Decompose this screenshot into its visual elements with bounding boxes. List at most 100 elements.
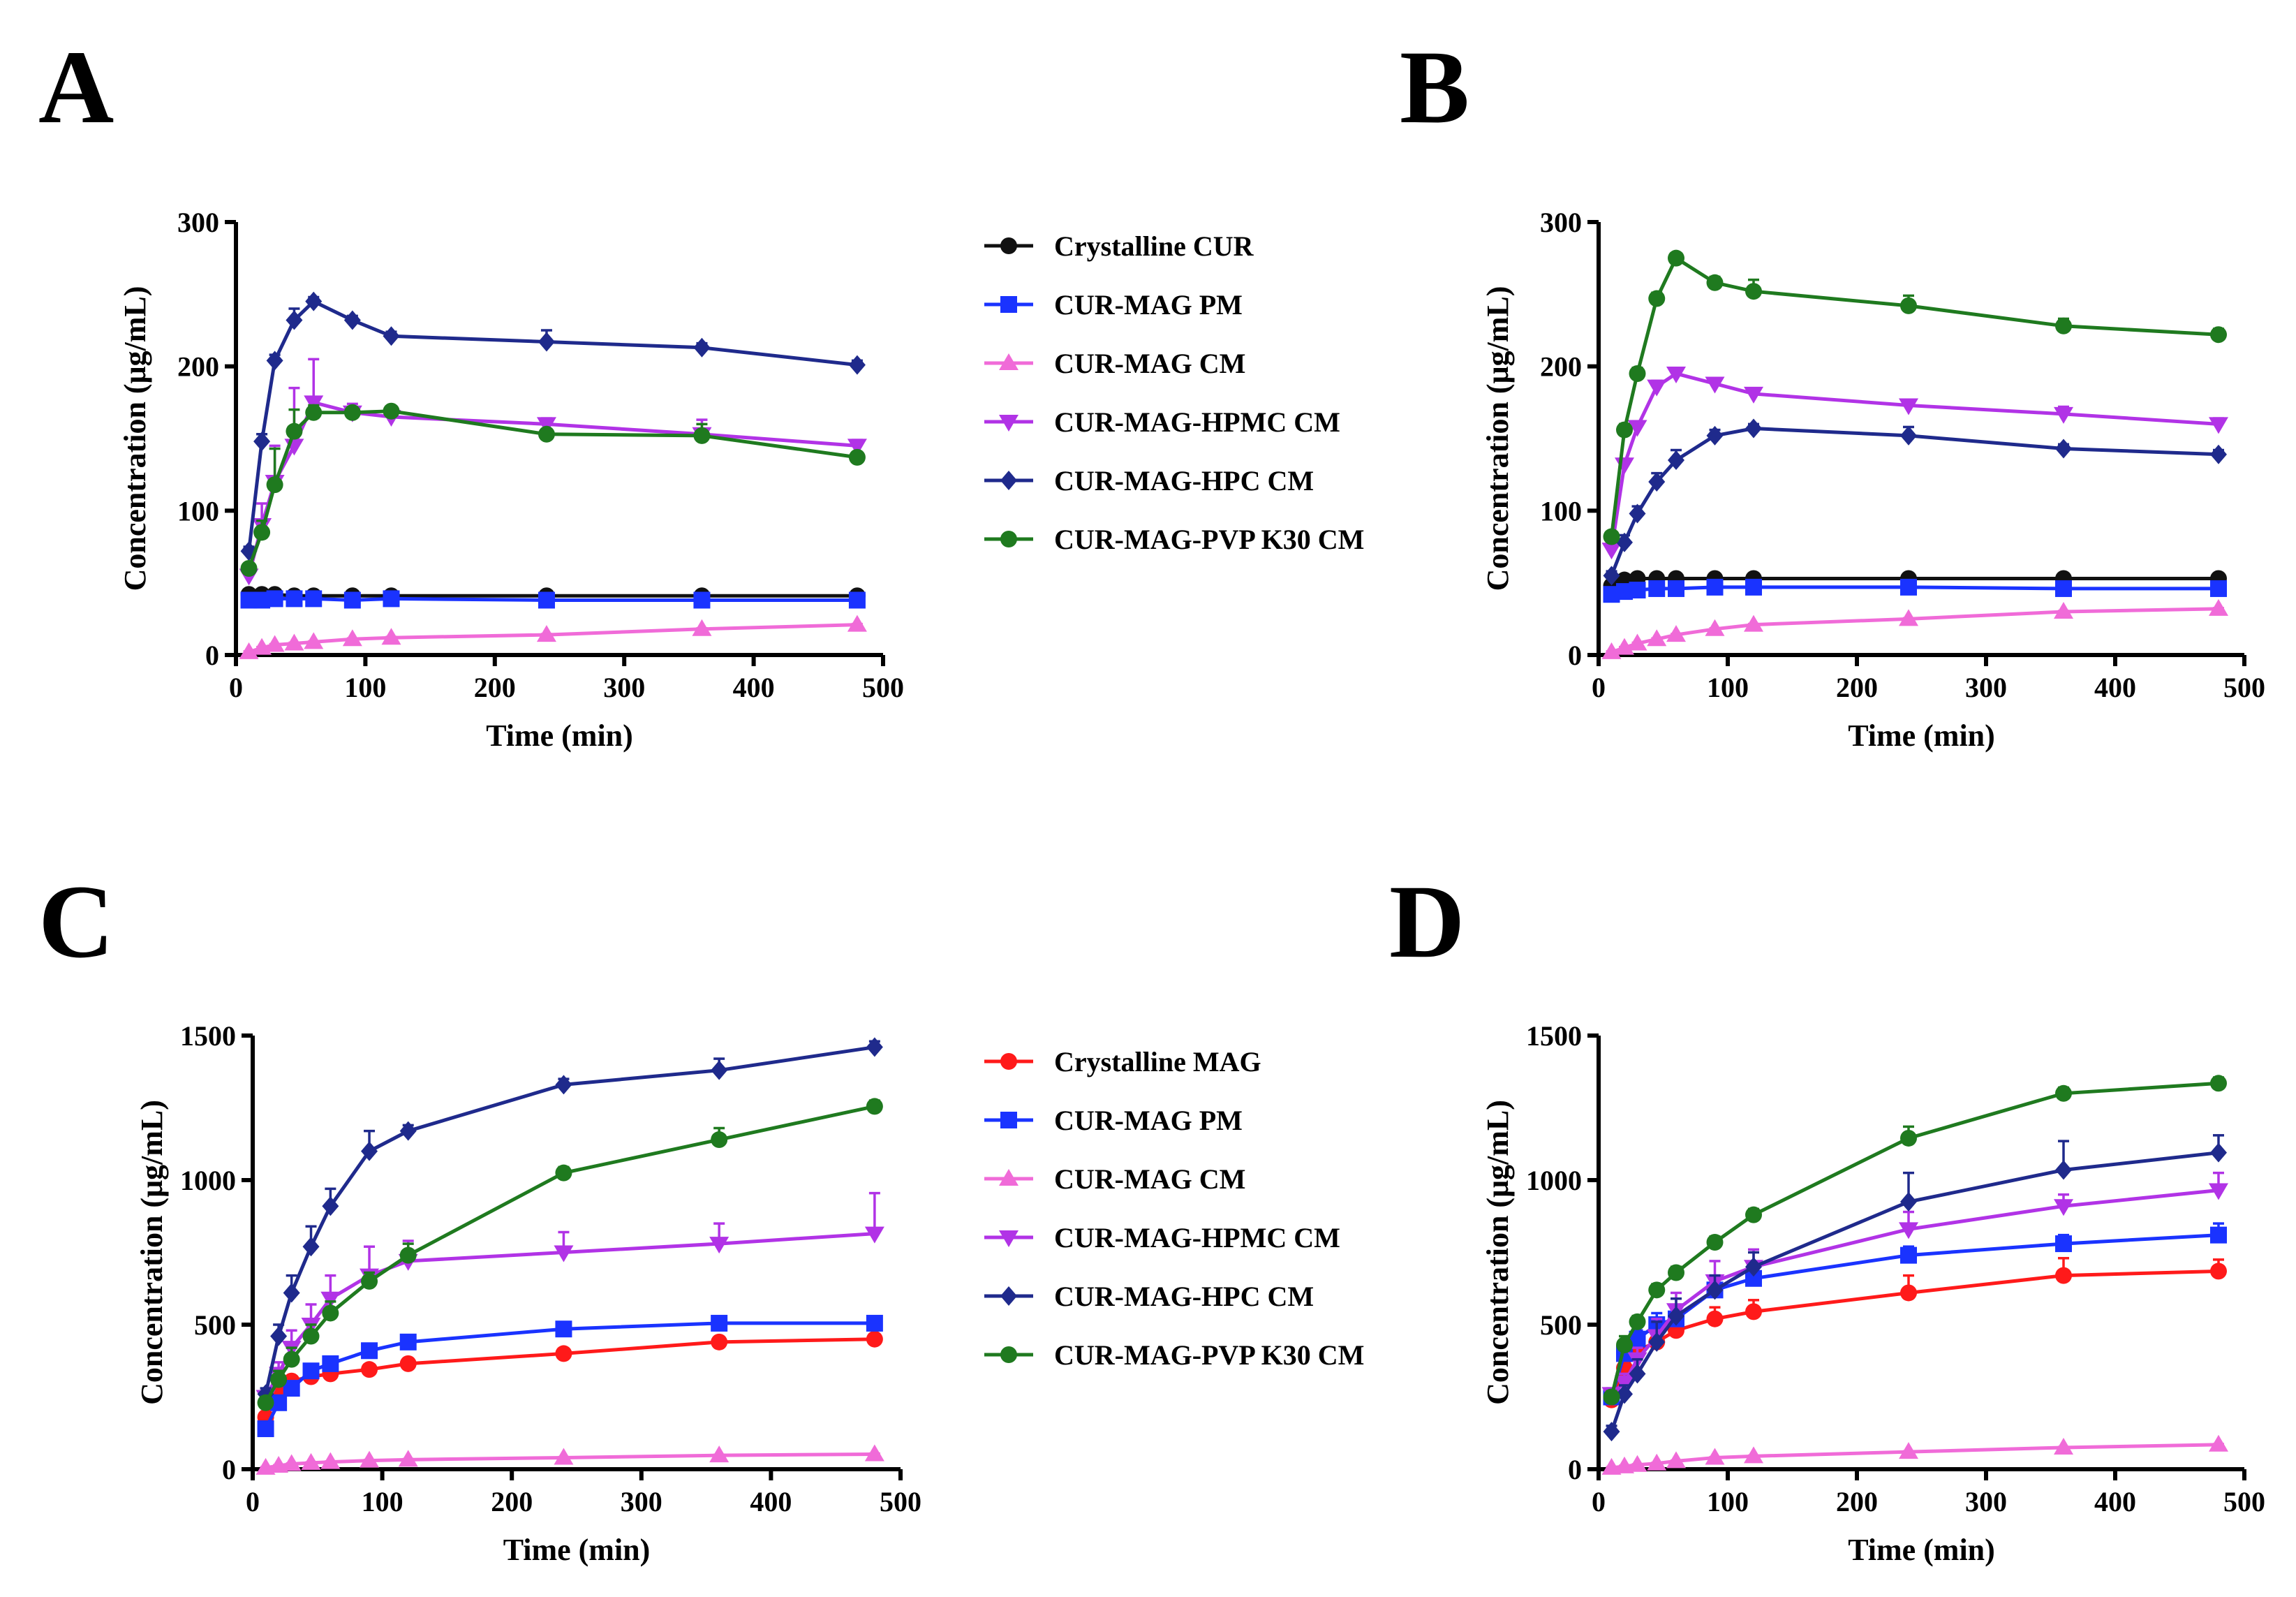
data-point bbox=[1627, 420, 1647, 437]
panel-letter: D bbox=[1389, 864, 1465, 980]
data-point bbox=[555, 1075, 572, 1095]
x-tick-label: 400 bbox=[733, 672, 775, 703]
data-point bbox=[1666, 367, 1686, 383]
series-cur-mag-hpmc-cm bbox=[239, 358, 867, 586]
data-point bbox=[322, 1196, 339, 1216]
data-point bbox=[1900, 1246, 1917, 1264]
legend-marker bbox=[999, 415, 1019, 432]
data-point bbox=[1900, 1129, 1917, 1147]
data-point bbox=[866, 1037, 883, 1057]
data-point bbox=[1745, 283, 1762, 300]
data-point bbox=[1615, 457, 1634, 475]
legend-marker bbox=[1000, 1053, 1017, 1070]
data-point bbox=[1648, 472, 1666, 492]
series-line bbox=[264, 1321, 875, 1430]
data-point bbox=[302, 1362, 320, 1380]
data-point bbox=[302, 1237, 320, 1257]
series-cur-mag-cm bbox=[1601, 1434, 2228, 1475]
data-point bbox=[286, 590, 303, 608]
y-tick-label: 300 bbox=[1540, 207, 1582, 238]
panel-letter: B bbox=[1400, 29, 1469, 145]
data-point bbox=[320, 1452, 341, 1469]
series-line bbox=[247, 299, 858, 552]
data-point bbox=[2210, 326, 2227, 344]
data-point bbox=[283, 1283, 300, 1303]
data-point bbox=[383, 402, 400, 420]
data-point bbox=[1629, 365, 1646, 382]
data-point bbox=[1603, 1388, 1620, 1406]
data-point bbox=[848, 591, 866, 609]
legend: Crystalline MAG CUR-MAG PM CUR-MAG CM CUR-M… bbox=[984, 1046, 1364, 1371]
series-cur-mag-pvp-k30-cm bbox=[1603, 249, 2227, 545]
series-crystalline-mag bbox=[1603, 1257, 2227, 1408]
data-point bbox=[693, 427, 711, 444]
data-point bbox=[253, 432, 271, 452]
legend-marker bbox=[1000, 296, 1017, 313]
data-point bbox=[2210, 1142, 2227, 1163]
x-tick-label: 300 bbox=[1965, 1486, 2007, 1517]
series-line bbox=[1610, 607, 2219, 654]
series-cur-mag-pm bbox=[1603, 578, 2227, 603]
x-axis-title: Time (min) bbox=[1848, 1533, 1995, 1567]
data-point bbox=[2210, 1226, 2227, 1244]
data-point bbox=[711, 1131, 728, 1149]
data-point bbox=[1666, 625, 1686, 642]
series-line bbox=[264, 1045, 875, 1394]
data-point bbox=[239, 642, 259, 659]
data-point bbox=[2209, 1434, 2228, 1452]
series-line bbox=[1610, 1188, 2219, 1396]
x-axis-title: Time (min) bbox=[503, 1533, 651, 1567]
data-point bbox=[1615, 638, 1634, 655]
legend-marker bbox=[1000, 237, 1017, 254]
series-line bbox=[247, 409, 858, 569]
data-point bbox=[343, 404, 361, 421]
y-tick-label: 0 bbox=[205, 640, 219, 671]
data-point bbox=[536, 417, 556, 434]
data-point bbox=[1629, 1364, 1646, 1384]
data-point bbox=[847, 439, 867, 456]
data-point bbox=[692, 619, 712, 636]
series-cur-mag-hpc-cm bbox=[1603, 418, 2227, 586]
x-tick-label: 0 bbox=[1592, 672, 1606, 703]
data-point bbox=[536, 625, 556, 642]
data-point bbox=[1668, 249, 1684, 267]
data-point bbox=[1900, 297, 1917, 314]
data-point bbox=[1706, 1280, 1724, 1300]
legend-label: CUR-MAG PM bbox=[1054, 289, 1243, 321]
data-point bbox=[343, 591, 361, 609]
data-point bbox=[1705, 1448, 1725, 1465]
y-tick-label: 100 bbox=[177, 495, 219, 527]
y-tick-label: 500 bbox=[1540, 1309, 1582, 1341]
data-point bbox=[711, 1314, 728, 1332]
data-point bbox=[1744, 386, 1763, 404]
data-point bbox=[2054, 406, 2073, 424]
series-cur-mag-pm bbox=[240, 590, 866, 609]
data-point bbox=[554, 1245, 574, 1263]
data-point bbox=[693, 591, 711, 609]
data-point bbox=[1744, 1446, 1763, 1464]
y-tick-label: 1500 bbox=[1526, 1020, 1582, 1052]
x-tick-label: 200 bbox=[1836, 672, 1878, 703]
x-tick-label: 300 bbox=[603, 672, 645, 703]
data-point bbox=[1668, 1306, 1684, 1326]
data-point bbox=[257, 1420, 274, 1438]
data-point bbox=[343, 310, 361, 330]
series-cur-mag-pvp-k30-cm bbox=[257, 1098, 883, 1411]
data-point bbox=[383, 590, 400, 608]
legend-label: Crystalline CUR bbox=[1054, 230, 1254, 262]
data-point bbox=[1705, 376, 1725, 394]
chart-panel-c: 0 100 200 300 400 500 0 500 1000 1500 Time (min) Co… bbox=[135, 1020, 1364, 1567]
data-point bbox=[1705, 619, 1725, 636]
data-point bbox=[2054, 602, 2073, 619]
data-point bbox=[281, 1454, 302, 1471]
data-point bbox=[1648, 1332, 1666, 1352]
data-point bbox=[1629, 1313, 1646, 1330]
data-point bbox=[1616, 532, 1633, 552]
x-tick-label: 0 bbox=[1592, 1486, 1606, 1517]
series-cur-mag-cm bbox=[239, 614, 867, 659]
data-point bbox=[538, 332, 555, 352]
x-tick-label: 100 bbox=[344, 672, 386, 703]
data-point bbox=[1647, 629, 1667, 647]
series-cur-mag-hpmc-cm bbox=[255, 1191, 884, 1407]
legend-marker bbox=[999, 1169, 1019, 1186]
